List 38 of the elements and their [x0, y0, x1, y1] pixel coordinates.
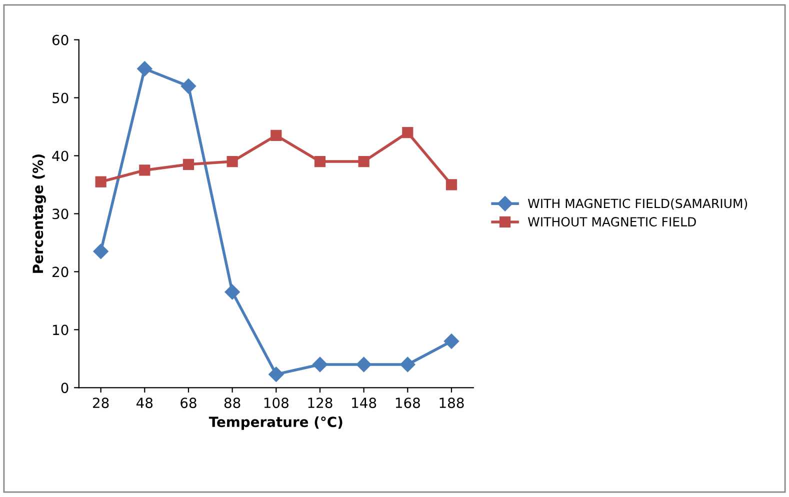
y-tick-label: 50 [52, 92, 68, 104]
point [402, 126, 414, 138]
x-tick-label: 188 [440, 398, 464, 408]
y-tick-label: 30 [52, 208, 68, 220]
x-tick-label: 108 [264, 398, 288, 408]
point [180, 78, 196, 94]
y-tick-label: 10 [53, 324, 68, 336]
y-tick-label: 20 [52, 266, 68, 278]
point [314, 156, 326, 168]
x-tick-label: 168 [396, 398, 420, 408]
legend-label: WITHOUT MAGNETIC FIELD [528, 217, 696, 227]
point [400, 356, 416, 372]
x-tick-label: 128 [308, 398, 332, 408]
y-tick-label: 40 [52, 150, 68, 162]
point [446, 179, 458, 190]
point [270, 130, 282, 141]
point [95, 176, 106, 188]
point [444, 334, 460, 349]
x-tick-label: 48 [136, 398, 153, 408]
point [312, 356, 328, 372]
legend-label: WITH MAGNETIC FIELD(SAMARIUM) [528, 198, 748, 210]
point [224, 284, 240, 300]
x-tick-label: 88 [224, 398, 240, 408]
x-tick-label: 68 [180, 398, 196, 408]
x-tick-label: 28 [93, 398, 109, 408]
point [356, 356, 372, 372]
y-tick-label: 60 [52, 34, 68, 46]
y-tick-label: 0 [61, 382, 68, 394]
y-axis-title: Percentage (%) [32, 154, 46, 273]
point [182, 158, 194, 170]
point [358, 156, 370, 168]
x-tick-label: 148 [352, 398, 376, 408]
point [93, 244, 108, 259]
point [139, 164, 150, 176]
point [268, 366, 284, 382]
point [226, 156, 238, 168]
x-axis-title: Temperature (°C) [208, 416, 342, 430]
point [137, 61, 152, 76]
